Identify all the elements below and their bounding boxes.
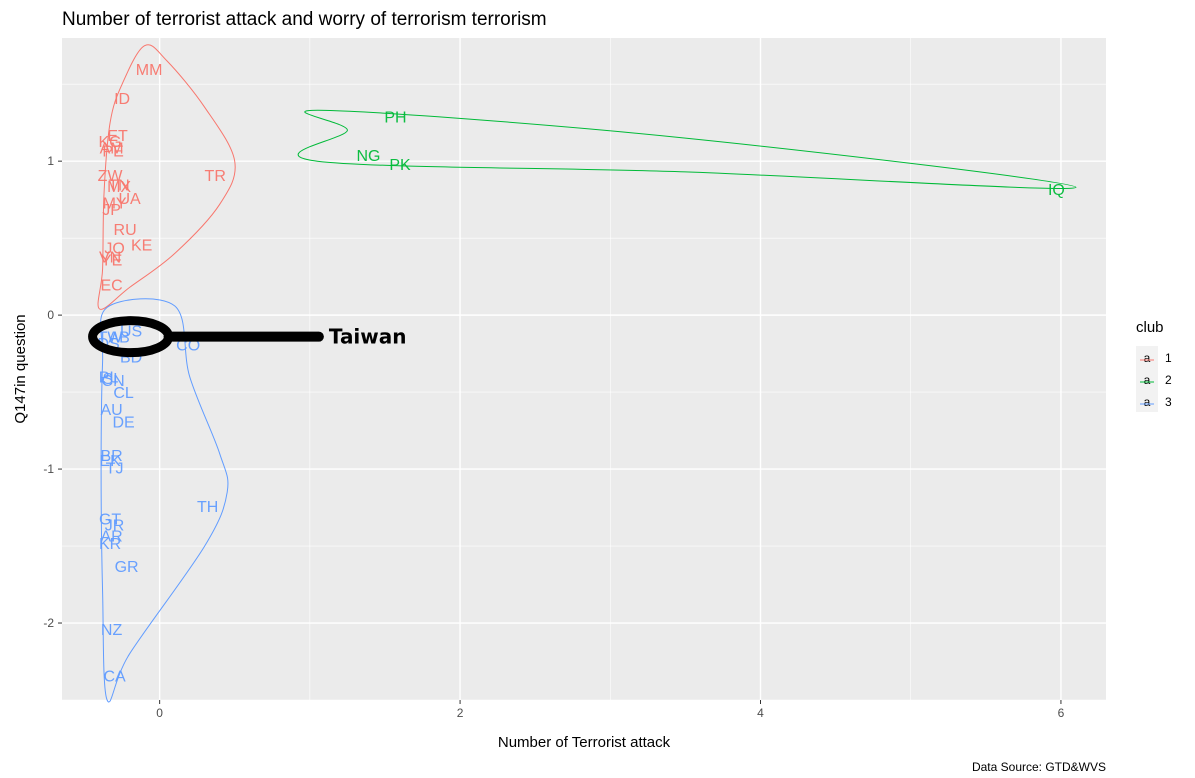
legend-key-glyph-1: a — [1144, 351, 1151, 365]
point-label-pe: PE — [102, 143, 123, 160]
chart-title: Number of terrorist attack and worry of … — [62, 9, 547, 30]
point-label-ke: KE — [131, 237, 152, 254]
point-label-jr: JR — [105, 517, 125, 534]
point-label-id: ID — [114, 91, 130, 108]
cluster-2-hull — [297, 109, 1077, 189]
point-label-gt: GT — [99, 511, 121, 528]
legend-key-bg-3 — [1136, 390, 1158, 412]
point-label-ph: PH — [384, 110, 406, 127]
point-label-ec: EC — [100, 277, 122, 294]
legend-key-bg-1 — [1136, 346, 1158, 368]
point-label-iq: IQ — [1048, 182, 1065, 199]
point-label-th: TH — [197, 499, 218, 516]
point-label-mx: MX — [107, 179, 131, 196]
taiwan-annotation: Taiwan — [88, 316, 407, 358]
y-tick-label: -1 — [43, 462, 54, 476]
plot-background — [62, 38, 1106, 700]
y-axis-title: Q147in question — [12, 314, 29, 423]
point-label-pl: PL — [99, 370, 119, 387]
taiwan-annotation-label: Taiwan — [329, 325, 407, 349]
x-tick-label: 0 — [156, 706, 163, 720]
point-label-si: SI — [103, 371, 118, 388]
point-label-ek: EK — [99, 453, 121, 470]
legend-label-3: 3 — [1165, 395, 1172, 409]
y-tick-label: 1 — [47, 154, 54, 168]
point-label-ua: UA — [118, 191, 141, 208]
point-label-kg: KG — [99, 134, 122, 151]
legend-label-2: 2 — [1165, 373, 1172, 387]
point-label-pk: PK — [389, 157, 411, 174]
point-label-tn: TN — [108, 177, 129, 194]
y-tick-label: -2 — [43, 616, 54, 630]
point-label-mm: MM — [136, 62, 163, 79]
point-label-jo: JO — [104, 240, 124, 257]
point-label-br: BR — [100, 448, 122, 465]
point-label-kr: KR — [99, 536, 121, 553]
legend-title: club — [1136, 319, 1164, 336]
x-tick-label: 4 — [757, 706, 764, 720]
cluster-hulls — [97, 44, 1077, 703]
point-label-cl: CL — [113, 385, 134, 402]
point-label-gr: GR — [115, 559, 139, 576]
point-label-tj: TJ — [106, 461, 124, 478]
legend-key-glyph-2: a — [1144, 373, 1151, 387]
legend-key-bg-2 — [1136, 368, 1158, 390]
gridlines — [62, 38, 1106, 701]
x-axis-title: Number of Terrorist attack — [498, 734, 671, 751]
point-label-ye: YE — [101, 253, 122, 270]
x-axis: 0 2 4 6 — [156, 700, 1065, 720]
point-label-au: AU — [100, 402, 122, 419]
legend: club a 1a 2a 3 — [1136, 319, 1172, 412]
point-label-cn: CN — [102, 373, 125, 390]
point-label-jp: JP — [102, 202, 121, 219]
point-label-ca: CA — [103, 668, 126, 685]
point-label-zw: ZW — [98, 168, 124, 185]
point-label-et: ET — [107, 128, 128, 145]
point-label-ar: AR — [100, 528, 122, 545]
point-label-us: US — [120, 324, 142, 341]
point-label-tr: TR — [205, 168, 226, 185]
point-label-ab: AB — [108, 330, 129, 347]
point-label-nz: NZ — [101, 622, 123, 639]
point-label-my: MY — [103, 196, 127, 213]
legend-label-1: 1 — [1165, 351, 1172, 365]
x-tick-label: 6 — [1058, 706, 1065, 720]
point-label-de: DE — [112, 414, 134, 431]
point-label-am: AM — [100, 140, 124, 157]
cluster-3-hull — [100, 298, 229, 703]
legend-key-glyph-3: a — [1144, 395, 1151, 409]
cluster-1-hull — [97, 44, 236, 310]
x-tick-label: 2 — [457, 706, 464, 720]
y-tick-label: 0 — [47, 308, 54, 322]
y-axis: -2 -1 0 1 — [43, 154, 62, 630]
point-label-ng: NG — [356, 148, 380, 165]
point-label-ru: RU — [114, 222, 137, 239]
point-label-tw: TW — [98, 330, 124, 347]
point-label-vn: VN — [99, 250, 121, 267]
data-source-caption: Data Source: GTD&WVS — [972, 760, 1106, 774]
